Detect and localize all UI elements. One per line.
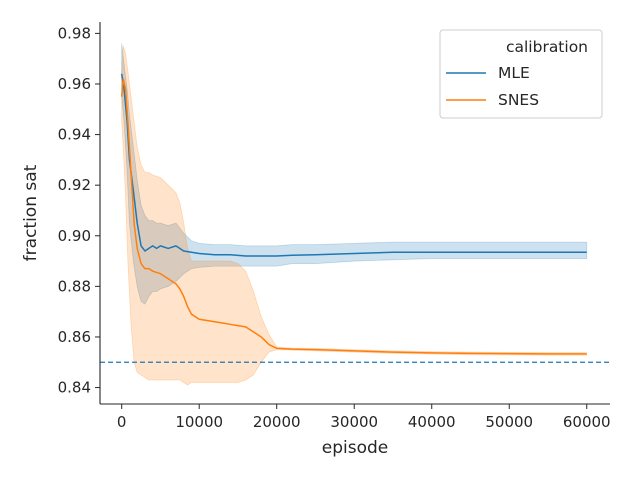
y-tick-label: 0.94 [58, 126, 91, 144]
legend-box [439, 29, 603, 119]
y-tick-label: 0.90 [58, 227, 91, 245]
y-axis-label: fraction sat [21, 164, 41, 261]
x-tick-label: 10000 [175, 413, 223, 431]
y-tick-label: 0.92 [58, 176, 91, 194]
line-mle [120, 73, 587, 257]
x-tick-label: 20000 [253, 413, 301, 431]
x-tick-label: 50000 [485, 413, 533, 431]
x-tick-label: 40000 [408, 413, 456, 431]
x-tick-label: 30000 [330, 413, 378, 431]
legend: calibration MLE SNES [439, 29, 603, 119]
legend-label-snes: SNES [498, 91, 539, 109]
x-axis-label: episode [322, 438, 388, 458]
series-lines [120, 73, 587, 355]
y-tick-label: 0.84 [58, 379, 91, 397]
band-snes [121, 45, 588, 386]
y-tick-label: 0.98 [58, 24, 91, 42]
legend-title: calibration [506, 38, 588, 56]
x-tick-label: 60000 [563, 413, 611, 431]
legend-label-mle: MLE [498, 64, 530, 82]
y-axis-ticks: 0.84 0.86 0.88 0.90 0.92 0.94 0.96 0.98 [58, 24, 100, 397]
y-tick-label: 0.88 [58, 277, 91, 295]
y-tick-label: 0.96 [58, 75, 91, 93]
x-axis-ticks: 0 10000 20000 30000 40000 50000 60000 [117, 404, 611, 431]
x-tick-label: 0 [117, 413, 127, 431]
line-snes [120, 78, 587, 355]
y-tick-label: 0.86 [58, 328, 91, 346]
